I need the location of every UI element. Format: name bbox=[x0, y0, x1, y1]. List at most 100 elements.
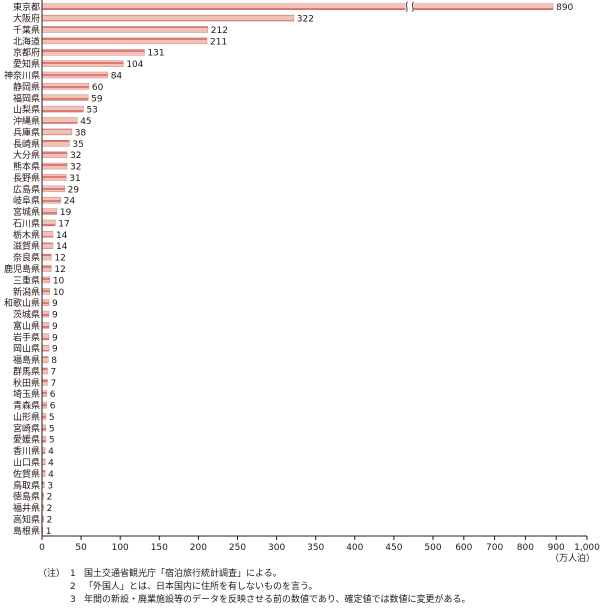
bar bbox=[41, 299, 50, 306]
x-tick-label: 250 bbox=[229, 543, 246, 553]
bar bbox=[41, 140, 70, 147]
x-tick-label: 0 bbox=[39, 543, 45, 553]
value-label: 212 bbox=[211, 26, 228, 36]
value-label: 12 bbox=[54, 254, 65, 264]
category-label: 静岡県 bbox=[13, 81, 40, 93]
category-label: 広島県 bbox=[13, 183, 40, 195]
category-label: 高知県 bbox=[13, 513, 40, 525]
bar bbox=[41, 276, 51, 284]
bar bbox=[41, 344, 50, 352]
value-label: 10 bbox=[53, 288, 65, 298]
category-label: 山形県 bbox=[13, 411, 40, 423]
category-label: 宮城県 bbox=[13, 206, 40, 218]
bar bbox=[41, 367, 48, 375]
value-label: 4 bbox=[48, 470, 54, 480]
category-label: 神奈川県 bbox=[4, 69, 40, 81]
value-label: 2 bbox=[47, 504, 53, 514]
value-label: 32 bbox=[70, 151, 81, 161]
x-tick-label: 500 bbox=[424, 543, 441, 553]
category-label: 大阪府 bbox=[13, 13, 40, 25]
bar bbox=[41, 196, 62, 204]
value-label: 14 bbox=[56, 231, 68, 241]
value-label: 32 bbox=[70, 163, 81, 173]
category-label: 北海道 bbox=[13, 35, 40, 47]
value-label: 4 bbox=[48, 447, 54, 457]
bar bbox=[41, 401, 47, 409]
note-text: 国土交通省観光庁「宿泊旅行統計調査」による。 bbox=[84, 569, 282, 579]
bar bbox=[41, 94, 89, 102]
bar bbox=[41, 14, 295, 22]
category-label: 山梨県 bbox=[13, 104, 40, 116]
category-label: 宮崎県 bbox=[13, 422, 40, 434]
note-prefix: （注） bbox=[38, 569, 66, 579]
value-label: 2 bbox=[47, 493, 53, 503]
category-label: 岐阜県 bbox=[13, 195, 40, 207]
bar bbox=[41, 151, 68, 158]
category-label: 沖縄県 bbox=[13, 115, 40, 127]
category-label: 新潟県 bbox=[13, 286, 40, 298]
value-label: 9 bbox=[52, 311, 58, 321]
x-tick-label: 100 bbox=[112, 543, 129, 553]
category-label: 奈良県 bbox=[13, 252, 40, 264]
category-label: 秋田県 bbox=[13, 377, 40, 389]
x-axis-label: （万人泊） bbox=[550, 553, 595, 564]
bar bbox=[41, 3, 554, 10]
note-number: 1 bbox=[70, 569, 76, 579]
category-label: 東京都 bbox=[13, 1, 40, 13]
note-number: 3 bbox=[70, 595, 76, 605]
category-label: 大分県 bbox=[13, 149, 40, 161]
value-label: 9 bbox=[52, 322, 58, 332]
category-label: 佐賀県 bbox=[13, 468, 40, 480]
value-label: 60 bbox=[92, 83, 104, 93]
value-label: 17 bbox=[58, 219, 69, 229]
bar bbox=[41, 253, 52, 261]
bar bbox=[41, 322, 50, 329]
value-label: 3 bbox=[47, 481, 53, 491]
category-label: 茨城県 bbox=[13, 309, 40, 321]
bar bbox=[41, 105, 84, 113]
note-number: 2 bbox=[70, 582, 76, 592]
category-label: 滋賀県 bbox=[13, 240, 40, 252]
category-label: 熊本県 bbox=[13, 161, 40, 173]
value-label: 5 bbox=[49, 413, 55, 423]
value-label: 53 bbox=[86, 106, 97, 116]
x-tick-label: 900 bbox=[548, 543, 565, 553]
bar bbox=[41, 242, 54, 249]
value-label: 1 bbox=[46, 527, 52, 537]
bar bbox=[41, 413, 47, 420]
bar bbox=[41, 231, 54, 238]
category-label: 石川県 bbox=[13, 218, 40, 229]
value-label: 890 bbox=[556, 3, 573, 13]
category-label: 岡山県 bbox=[13, 344, 40, 355]
x-tick-label: 600 bbox=[455, 543, 472, 553]
value-label: 35 bbox=[72, 140, 83, 150]
category-label: 香川県 bbox=[13, 446, 40, 457]
note-text: 年間の新設・廃業施設等のデータを反映させる前の数値であり、確定値では数値に変更が… bbox=[84, 595, 471, 605]
category-label: 埼玉県 bbox=[13, 388, 40, 400]
category-label: 福井県 bbox=[13, 502, 40, 514]
x-tick-label: 350 bbox=[307, 543, 324, 553]
value-label: 38 bbox=[75, 128, 87, 138]
bar bbox=[41, 117, 78, 124]
bar bbox=[41, 379, 48, 386]
x-tick-label: 450 bbox=[385, 543, 402, 553]
category-label: 岩手県 bbox=[13, 331, 40, 343]
value-label: 12 bbox=[54, 265, 65, 275]
x-tick-label: 700 bbox=[486, 543, 503, 553]
chart-notes: （注） 1 国土交通省観光庁「宿泊旅行統計調査」による。 2 「外国人」とは、日… bbox=[38, 568, 598, 607]
bar bbox=[41, 26, 209, 33]
bar bbox=[41, 174, 67, 181]
bar bbox=[41, 185, 65, 193]
bar bbox=[41, 37, 208, 45]
value-label: 5 bbox=[49, 424, 55, 434]
bar bbox=[41, 48, 145, 56]
value-label: 4 bbox=[48, 459, 54, 469]
value-label: 6 bbox=[50, 402, 56, 412]
value-label: 322 bbox=[297, 15, 314, 25]
value-label: 5 bbox=[49, 436, 55, 446]
category-label: 鹿児島県 bbox=[4, 263, 40, 275]
value-label: 7 bbox=[50, 379, 56, 389]
bar bbox=[41, 288, 51, 295]
bar bbox=[41, 128, 72, 136]
